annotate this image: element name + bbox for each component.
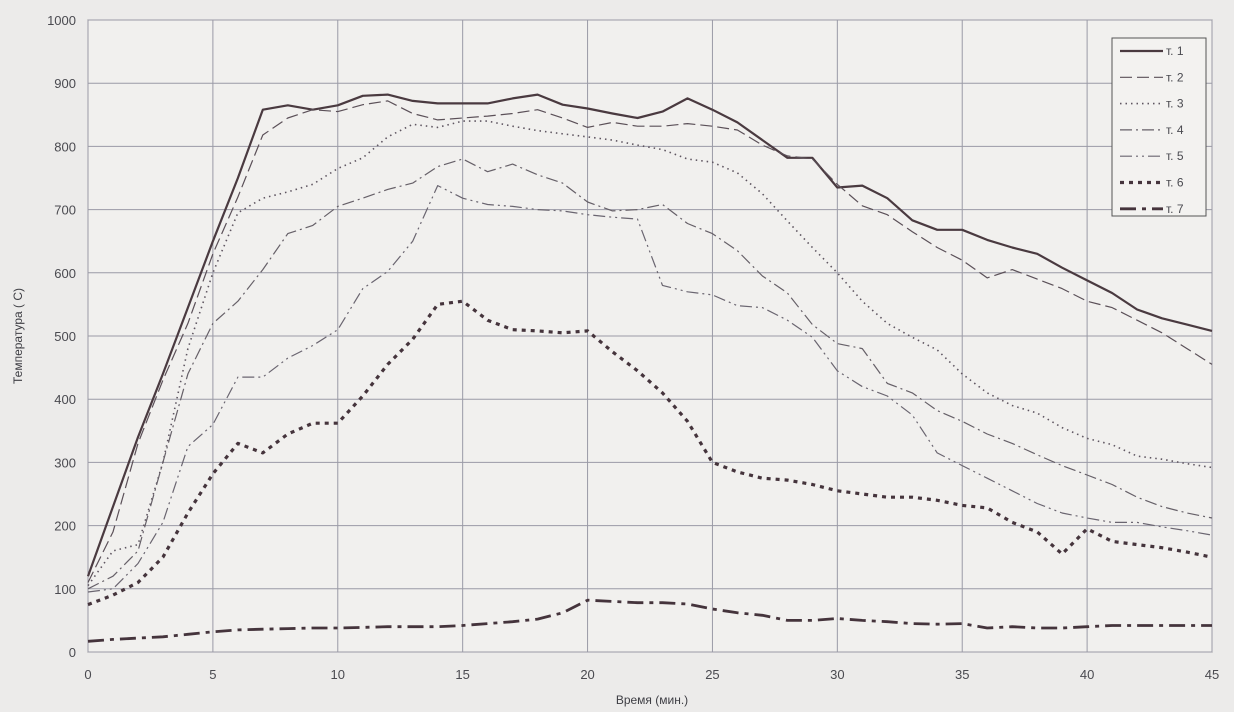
x-tick-label-6: 30 xyxy=(830,667,844,682)
y-tick-label-6: 600 xyxy=(54,266,76,281)
legend: т. 1 т. 2 т. 3 т. 4 т. 5 т. 6 т. 7 xyxy=(1111,37,1207,217)
x-axis-title: Время (мин.) xyxy=(616,693,688,707)
legend-label-6: т. 6 xyxy=(1166,176,1184,190)
y-tick-label-8: 800 xyxy=(54,139,76,154)
x-tick-label-1: 5 xyxy=(209,667,216,682)
legend-label-3: т. 3 xyxy=(1166,97,1184,111)
x-tick-label-3: 15 xyxy=(455,667,469,682)
x-tick-label-2: 10 xyxy=(331,667,345,682)
y-tick-label-1: 100 xyxy=(54,582,76,597)
legend-box xyxy=(1111,37,1207,217)
series-line-2 xyxy=(87,100,1213,583)
y-tick-label-5: 500 xyxy=(54,329,76,344)
y-axis-title: Температура ( С) xyxy=(11,288,25,384)
legend-label-4: т. 4 xyxy=(1166,123,1184,137)
legend-label-5: т. 5 xyxy=(1166,149,1184,163)
y-tick-label-9: 900 xyxy=(54,76,76,91)
x-tick-label-0: 0 xyxy=(84,667,91,682)
x-tick-label-8: 40 xyxy=(1080,667,1094,682)
x-tick-label-5: 25 xyxy=(705,667,719,682)
legend-label-1: т. 1 xyxy=(1166,44,1184,58)
y-tick-labels: 0 100 200 300 400 500 600 700 800 900 1000 xyxy=(47,13,76,660)
y-tick-label-7: 700 xyxy=(54,203,76,218)
legend-label-7: т. 7 xyxy=(1166,202,1184,216)
y-tick-label-0: 0 xyxy=(69,645,76,660)
legend-label-2: т. 2 xyxy=(1166,70,1184,84)
series-line-7 xyxy=(87,598,1212,643)
y-tick-label-2: 200 xyxy=(54,519,76,534)
x-tick-label-9: 45 xyxy=(1205,667,1219,682)
series-line-3 xyxy=(87,120,1213,587)
series-line-5 xyxy=(87,185,1213,593)
y-tick-label-3: 300 xyxy=(54,455,76,470)
series-line-4 xyxy=(87,158,1213,590)
series-line-1 xyxy=(86,93,1213,577)
x-tick-label-4: 20 xyxy=(580,667,594,682)
x-tick-label-7: 35 xyxy=(955,667,969,682)
series-lines xyxy=(86,93,1213,643)
grid-lines xyxy=(87,19,1213,653)
y-tick-label-4: 400 xyxy=(54,392,76,407)
y-tick-label-10: 1000 xyxy=(47,13,76,28)
series-line-6 xyxy=(87,299,1213,607)
x-tick-labels: 0 5 10 15 20 25 30 35 40 45 xyxy=(84,667,1219,682)
